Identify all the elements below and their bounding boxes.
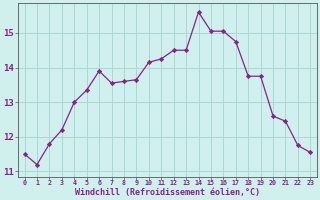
X-axis label: Windchill (Refroidissement éolien,°C): Windchill (Refroidissement éolien,°C) <box>75 188 260 197</box>
